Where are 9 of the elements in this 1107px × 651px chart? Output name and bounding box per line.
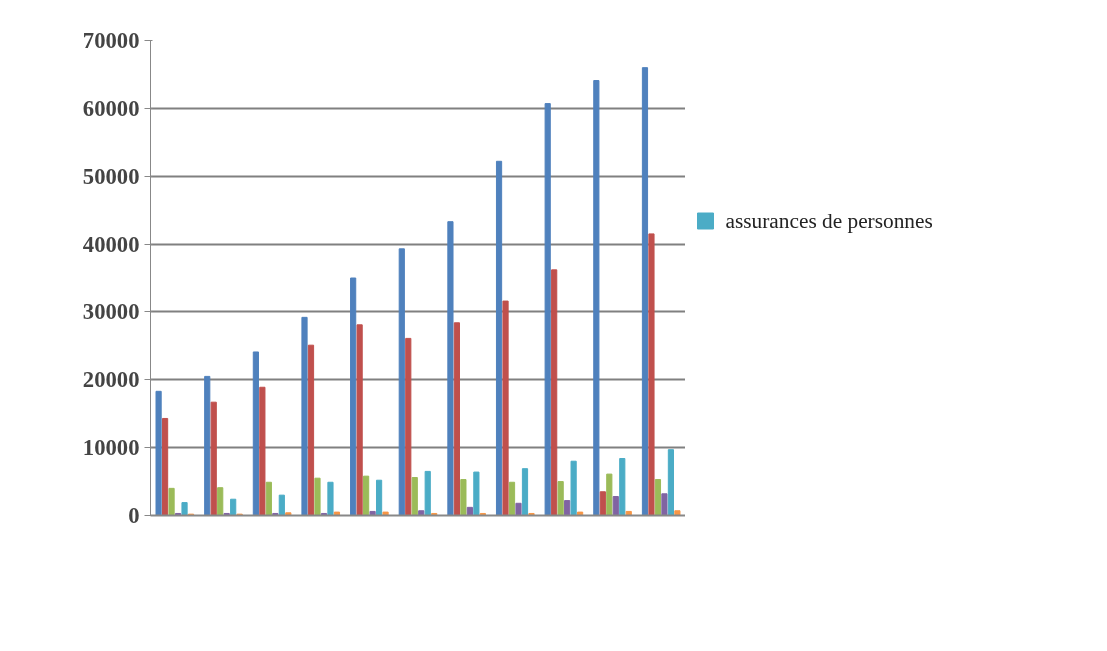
legend-label: assurances de personnes [725, 209, 933, 233]
y-tick-label: 10000 [82, 435, 140, 461]
y-tick-label: 50000 [82, 163, 140, 189]
y-tick-label: 0 [128, 503, 140, 528]
y-tick-label: 20000 [82, 367, 140, 393]
y-tick-label: 40000 [82, 231, 140, 257]
y-tick-label: 60000 [82, 95, 140, 121]
y-tick-label: 30000 [82, 299, 140, 325]
y-tick-label: 70000 [82, 28, 140, 53]
